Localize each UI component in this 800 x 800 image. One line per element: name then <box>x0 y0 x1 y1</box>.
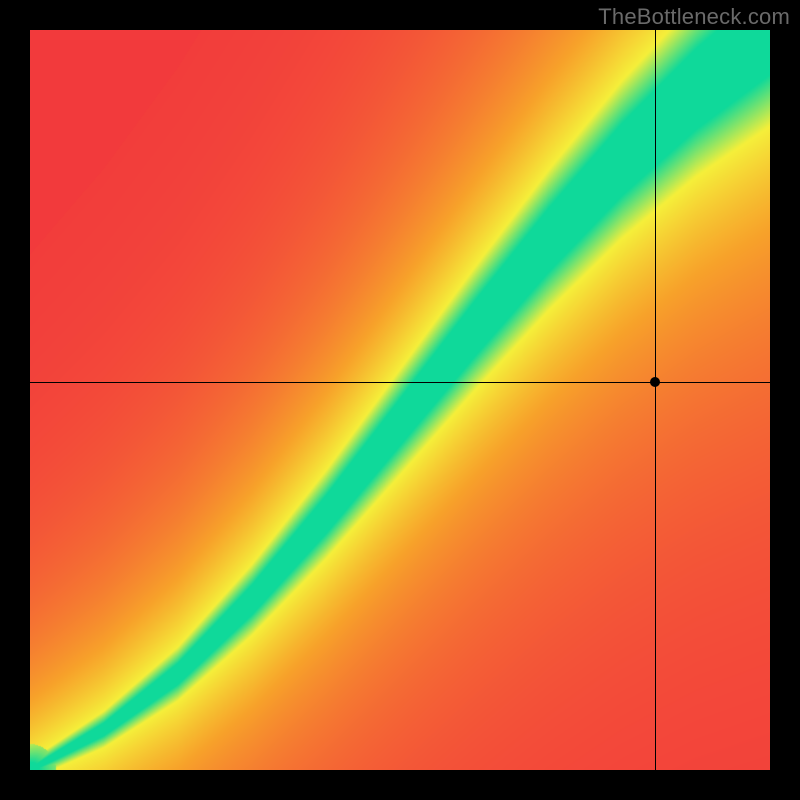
plot-area <box>30 30 770 770</box>
heatmap-canvas <box>30 30 770 770</box>
crosshair-vertical <box>655 30 656 770</box>
watermark-text: TheBottleneck.com <box>598 4 790 30</box>
crosshair-marker <box>650 377 660 387</box>
